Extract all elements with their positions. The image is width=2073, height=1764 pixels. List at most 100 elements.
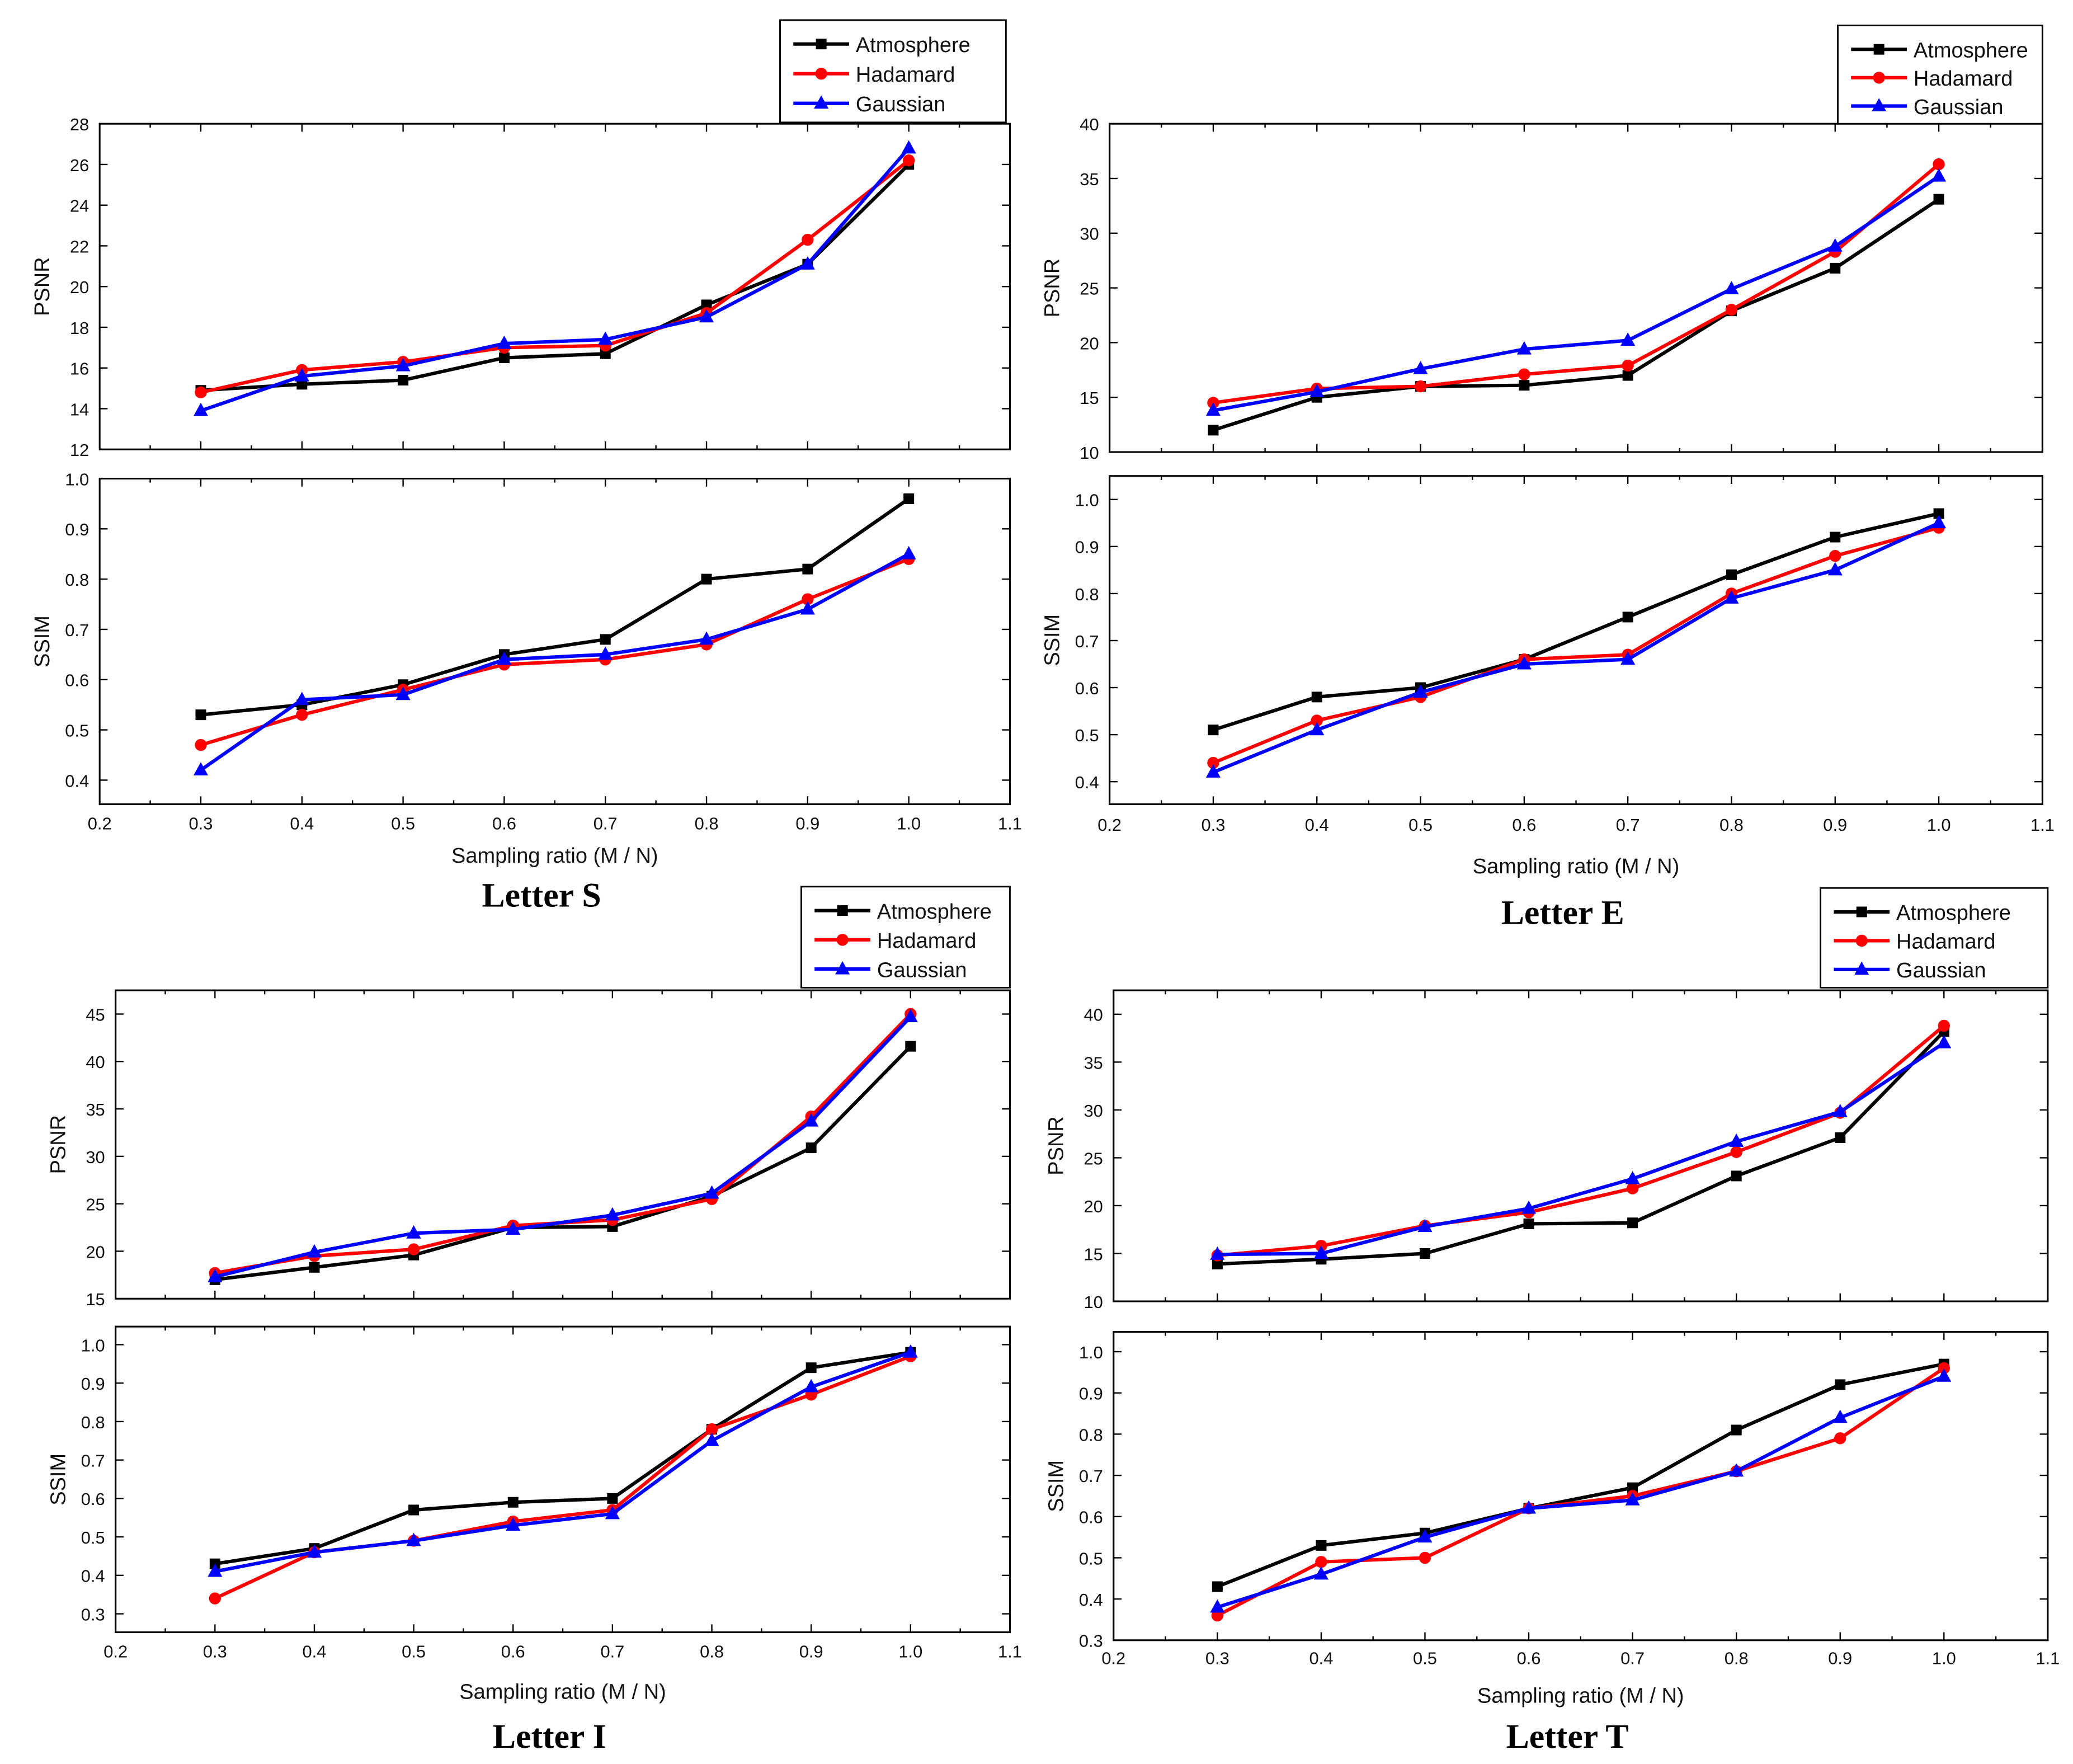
series-line-atmosphere [200, 497, 910, 717]
y-tick-label: 0.9 [1079, 1384, 1103, 1404]
square-marker [1208, 425, 1219, 436]
circle-marker [1414, 380, 1427, 393]
triangle-marker [699, 309, 714, 323]
y-tick-label: 45 [86, 1005, 105, 1024]
y-tick-label: 30 [1080, 224, 1099, 244]
triangle-marker [506, 1221, 521, 1235]
x-tick-label: 0.3 [203, 1642, 227, 1662]
square-marker [1627, 1217, 1638, 1229]
triangle-marker [1521, 1500, 1537, 1514]
square-marker [1311, 692, 1322, 703]
circle-marker [1933, 158, 1945, 171]
x-tick-label: 1.0 [897, 814, 921, 834]
triangle-marker [1724, 590, 1739, 604]
triangle-marker [1625, 1492, 1640, 1506]
series-line-atmosphere [214, 1045, 912, 1282]
triangle-marker [1827, 238, 1843, 252]
square-marker [1519, 380, 1530, 391]
triangle-marker [1832, 1409, 1848, 1423]
triangle-marker [1827, 562, 1843, 576]
square-marker [805, 1362, 817, 1373]
triangle-marker [1625, 1170, 1640, 1184]
x-tick-label: 0.7 [600, 1642, 624, 1662]
square-marker [498, 352, 510, 364]
ssim-plot: 0.2 0.3 0.4 0.5 0.6 0.7 0.8 0.9 1.0 1.10.30.40.50… [1045, 1331, 2060, 1668]
circle-marker [1829, 549, 1841, 562]
triangle-marker [1210, 1246, 1225, 1260]
square-marker [816, 39, 827, 50]
triangle-marker [193, 402, 209, 416]
triangle-marker [208, 1563, 223, 1577]
legend-label-hadamard: Hadamard [1914, 67, 2013, 91]
y-tick-label: 25 [1083, 1149, 1103, 1168]
circle-marker [1518, 368, 1530, 380]
y-tick-label: 20 [70, 277, 89, 297]
triangle-marker [1417, 1219, 1433, 1233]
legend-label-hadamard: Hadamard [1896, 930, 1995, 954]
triangle-marker [1872, 98, 1887, 112]
square-marker [1731, 1424, 1742, 1436]
series-atmosphere [1208, 194, 1944, 436]
triangle-marker [1413, 684, 1428, 698]
triangle-marker [1516, 341, 1532, 355]
series-line-atmosphere [1213, 511, 1939, 732]
x-tick-label: 0.2 [1097, 815, 1122, 835]
psnr-plot: 10 15 20 25 30 35 40 PSNR [1045, 989, 2049, 1312]
triangle-marker [605, 1207, 620, 1221]
x-tick-label: 0.8 [700, 1642, 724, 1662]
circle-marker [1626, 1182, 1639, 1194]
y-tick-label: 0.3 [1079, 1631, 1103, 1651]
ssim-plot: 0.2 0.3 0.4 0.5 0.6 0.7 0.8 0.9 1.0 1.1 0.4 0.5 0.6 0… [31, 469, 1022, 833]
x-axis-label: Sampling ratio (M / N) [1473, 855, 1680, 878]
square-marker [600, 634, 611, 645]
y-tick-label: 35 [86, 1100, 105, 1119]
triangle-marker [193, 762, 209, 775]
circle-marker [1873, 72, 1885, 84]
series-gaussian [208, 1344, 918, 1577]
legend: Atmosphere Hadamard Gaussian [1837, 24, 2043, 125]
triangle-marker [699, 631, 714, 645]
square-marker [1212, 1258, 1223, 1269]
x-tick-label: 1.0 [898, 1642, 922, 1662]
y-tick-label: 25 [1080, 279, 1099, 298]
triangle-marker [804, 1113, 819, 1127]
triangle-marker [1729, 1463, 1744, 1477]
y-tick-label: 0.7 [1075, 632, 1099, 651]
circle-marker [1622, 359, 1634, 372]
series-gaussian [193, 545, 916, 775]
y-tick-label: 0.9 [65, 520, 89, 539]
triangle-marker [1417, 1529, 1433, 1543]
triangle-marker [1210, 1599, 1225, 1613]
square-marker [701, 573, 712, 585]
x-tick-label: 0.9 [795, 814, 819, 834]
x-tick-label: 0.2 [1101, 1649, 1125, 1668]
square-marker [398, 375, 409, 386]
legend-label-gaussian: Gaussian [1914, 96, 2004, 119]
y-tick-label: 0.6 [1079, 1508, 1103, 1527]
triangle-marker [406, 1225, 421, 1239]
y-tick-label: 0.4 [1075, 773, 1099, 792]
y-tick-label: 22 [70, 237, 89, 256]
psnr-axis-label: PSNR [1040, 258, 1064, 318]
x-tick-label: 0.8 [695, 814, 719, 834]
square-marker [1212, 1581, 1223, 1592]
y-tick-label: 0.7 [65, 620, 89, 640]
square-marker [1830, 531, 1841, 543]
series-gaussian [193, 140, 916, 416]
y-tick-label: 30 [1083, 1101, 1103, 1121]
x-tick-label: 0.3 [189, 814, 213, 834]
y-tick-label: 20 [86, 1242, 105, 1262]
circle-marker [195, 738, 207, 751]
legend-label-hadamard: Hadamard [856, 63, 955, 87]
x-tick-label: 0.2 [88, 814, 112, 834]
triangle-marker [1854, 961, 1869, 975]
y-tick-label: 0.5 [1079, 1549, 1103, 1568]
square-marker [1835, 1132, 1846, 1144]
y-tick-label: 20 [1080, 333, 1099, 353]
panel-title: Letter T [1506, 1718, 1629, 1756]
triangle-marker [800, 601, 815, 615]
x-tick-label: 0.6 [492, 814, 516, 834]
circle-marker [1730, 1146, 1742, 1158]
circle-marker [1938, 1019, 1950, 1032]
